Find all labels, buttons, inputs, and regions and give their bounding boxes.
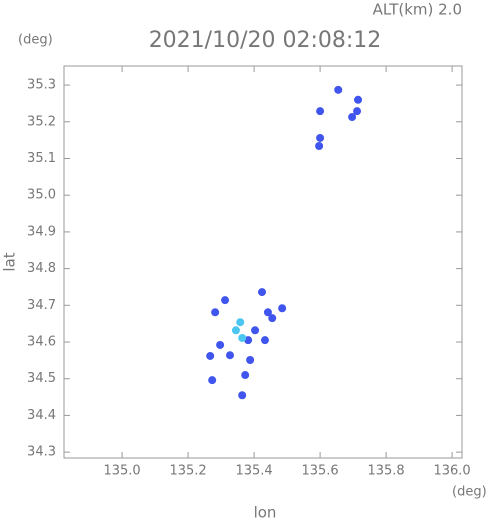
y-tick-label: 34.6 [27, 335, 56, 350]
echo-point [278, 304, 287, 313]
y-tick-label: 34.4 [27, 408, 56, 423]
y-tick-label: 34.3 [27, 445, 56, 460]
echo-point [263, 308, 272, 317]
echo-point [316, 107, 325, 116]
y-axis-label: lat [1, 252, 19, 271]
x-tick-label: 136.0 [433, 464, 470, 479]
echo-point [260, 336, 269, 345]
echo-point [206, 351, 215, 360]
echo-point [316, 133, 325, 142]
plot-frame [63, 65, 463, 459]
y-tick-label: 35.3 [27, 78, 56, 93]
y-tick-label: 34.9 [27, 224, 56, 239]
echo-point [238, 391, 247, 400]
y-tick-label: 35.2 [27, 114, 56, 129]
echo-point [241, 371, 250, 380]
chart-title: 2021/10/20 02:08:12 [149, 28, 382, 53]
echo-point [221, 296, 230, 305]
echo-point [216, 340, 225, 349]
echo-point [246, 356, 255, 364]
y-tick-label: 34.8 [27, 261, 56, 276]
echo-point [334, 85, 343, 94]
y-tick-label: 34.5 [27, 371, 56, 386]
x-tick-label: 135.6 [301, 464, 338, 479]
echo-point [268, 314, 277, 323]
altitude-label: ALT(km) 2.0 [373, 1, 462, 19]
echo-point [238, 333, 247, 342]
x-tick-label: 135.0 [103, 464, 140, 479]
y-tick-label: 35.0 [27, 188, 56, 203]
echo-point [315, 142, 324, 151]
x-axis-label: lon [254, 504, 277, 521]
echo-point [348, 113, 357, 122]
x-tick-label: 135.2 [169, 464, 206, 479]
y-unit: (deg) [18, 33, 53, 48]
echo-point [354, 95, 363, 104]
y-tick-label: 34.7 [27, 298, 56, 313]
echo-point [225, 351, 234, 360]
echo-point [231, 326, 240, 335]
echo-point [211, 308, 220, 317]
echo-point [236, 318, 245, 327]
echo-point [251, 326, 260, 335]
x-tick-label: 135.4 [235, 464, 272, 479]
echo-point [208, 376, 217, 385]
echo-point [353, 107, 362, 116]
y-tick-label: 35.1 [27, 151, 56, 166]
x-unit: (deg) [452, 485, 487, 500]
echo-point [258, 288, 267, 297]
x-tick-label: 135.8 [367, 464, 404, 479]
